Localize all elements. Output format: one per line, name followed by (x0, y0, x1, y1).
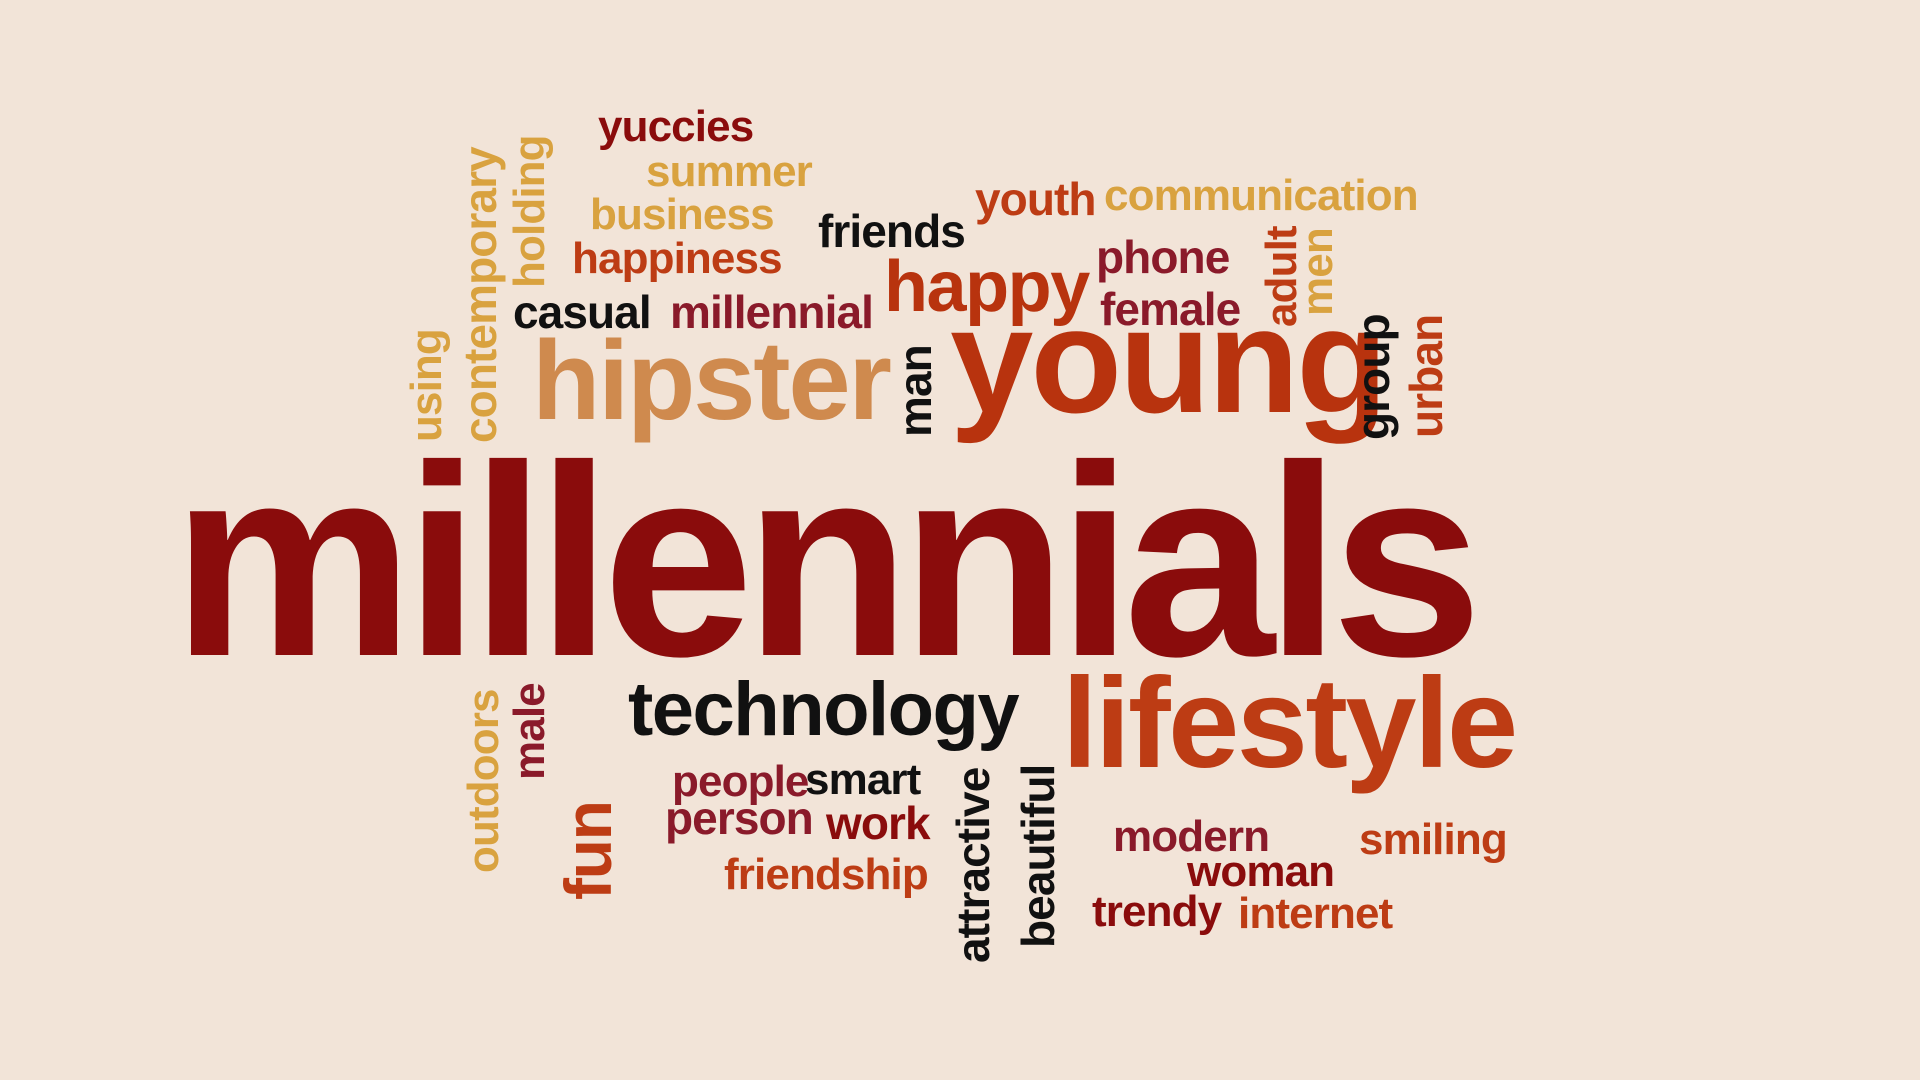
word-attractive: attractive (947, 767, 999, 963)
word-men: men (1293, 228, 1342, 316)
word-millennial: millennial (670, 286, 874, 338)
word-people: fun (551, 801, 625, 900)
word-technology: technology (628, 667, 1020, 752)
word-friends: friends (818, 205, 966, 257)
word-outdoors: outdoors (459, 689, 508, 873)
word-phone: phone (1096, 231, 1230, 283)
word-internet: internet (1238, 889, 1393, 938)
word-contemporary: contemporary (454, 147, 506, 443)
word-modern: modern (1113, 812, 1270, 861)
word-business: business (590, 190, 775, 239)
word-casual: casual (513, 286, 652, 338)
word-female: female (1100, 283, 1241, 335)
word-trendy: trendy (1092, 887, 1222, 936)
word-fun: people (672, 757, 809, 806)
word-work: work (826, 797, 931, 849)
word-friendship: friendship (724, 850, 929, 899)
word-summer: summer (646, 147, 813, 196)
word-urban: urban (1400, 314, 1452, 438)
word-group: group (1347, 314, 1399, 440)
word-smiling: smiling (1359, 815, 1508, 864)
word-smart: smart (805, 755, 921, 804)
word-person: person (665, 792, 814, 844)
word-youth: youth (975, 173, 1097, 225)
word-young: young (950, 276, 1388, 444)
word-woman: woman (1187, 847, 1335, 896)
word-happiness: happiness (572, 234, 783, 283)
word-hipster: hipster (532, 318, 892, 443)
word-yuccies: yuccies (598, 102, 754, 151)
word-millennials: millennials (172, 409, 1483, 713)
word-holding: holding (505, 135, 554, 288)
word-using: using (402, 329, 451, 442)
word-happy: happy (884, 247, 1090, 327)
word-male: male (505, 683, 554, 780)
word-lifestyle: lifestyle (1062, 652, 1518, 795)
word-man: man (889, 345, 941, 437)
word-communication: communication (1104, 171, 1419, 220)
word-beautiful: beautiful (1012, 764, 1064, 948)
